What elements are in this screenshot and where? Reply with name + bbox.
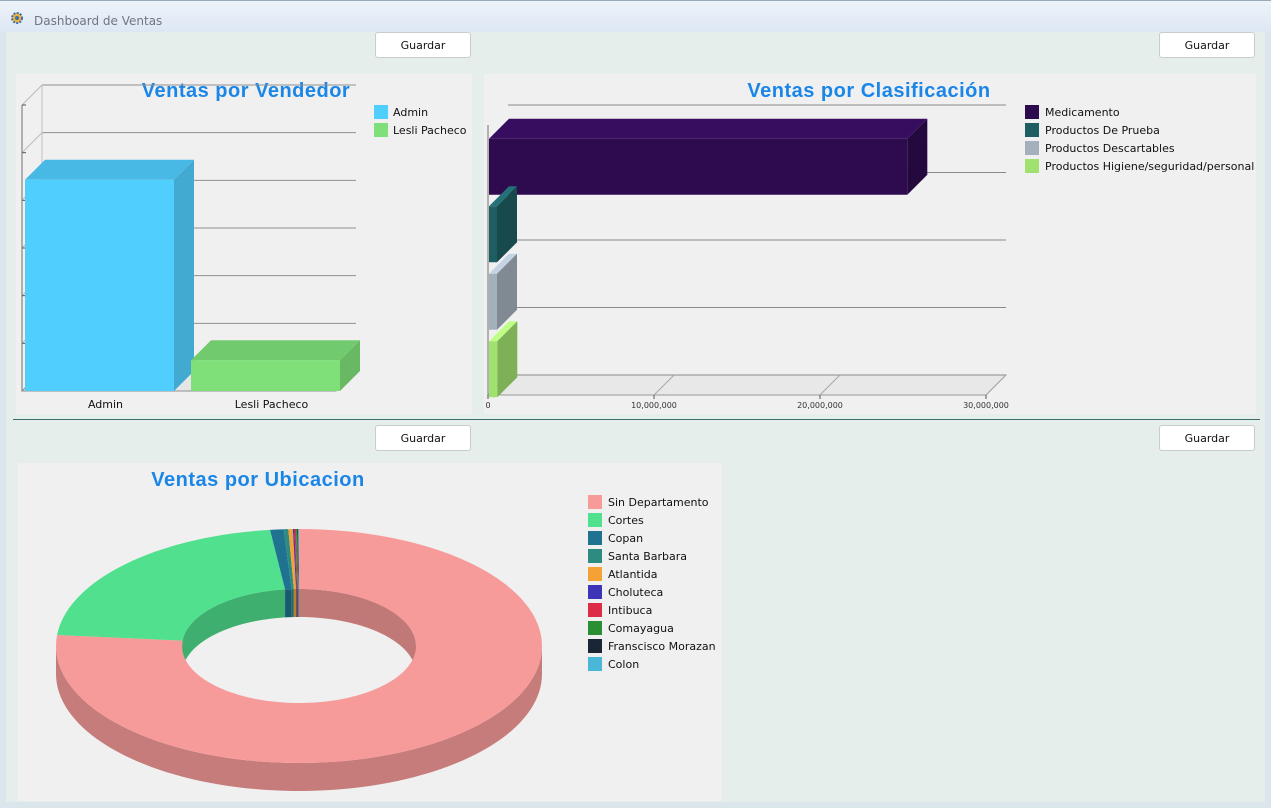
- x-tick-label: Admin: [88, 398, 123, 411]
- grid-depth-line: [985, 374, 1007, 396]
- grid-depth-line: [21, 84, 43, 106]
- legend-swatch: [588, 513, 602, 527]
- x-tick-label: Lesli Pacheco: [235, 398, 309, 411]
- save-button-ubicacion[interactable]: Guardar: [375, 425, 471, 451]
- bar-top: [25, 159, 194, 180]
- grid-depth-line: [653, 374, 675, 396]
- bar-side: [907, 118, 928, 195]
- save-button-vendedor[interactable]: Guardar: [375, 32, 471, 58]
- pie-slice: [292, 529, 297, 590]
- x-tick-label: 10,000,000: [631, 401, 677, 410]
- legend-swatch: [588, 603, 602, 617]
- legend-swatch: [588, 639, 602, 653]
- legend-swatch: [588, 495, 602, 509]
- legend-swatch: [588, 549, 602, 563]
- legend-swatch: [588, 657, 602, 671]
- pie-slice-inner-wall: [285, 589, 292, 618]
- legend-label: Copan: [608, 532, 643, 545]
- bar-side: [497, 186, 517, 263]
- legend-label: Lesli Pacheco: [393, 124, 467, 137]
- legend-label: Franscisco Morazan: [608, 640, 716, 653]
- bar: [25, 179, 174, 391]
- bar-side: [340, 340, 360, 391]
- chart-title: Ventas por Vendedor: [142, 80, 350, 102]
- legend-label: Intibuca: [608, 604, 652, 617]
- legend-label: Admin: [393, 106, 428, 119]
- pie-slice: [298, 529, 299, 590]
- chart-clasificacion: Ventas por Clasificación 0 10,000,000 20,00…: [485, 80, 1254, 410]
- bar-top: [489, 253, 517, 274]
- x-tick-label: 30,000,000: [963, 401, 1009, 410]
- pie-slice-inner-wall: [297, 589, 299, 618]
- pie-slice: [288, 529, 297, 590]
- bar-top: [489, 118, 928, 139]
- legend-label: Comayagua: [608, 622, 674, 635]
- legend-swatch: [588, 531, 602, 545]
- legend-swatch: [588, 585, 602, 599]
- bar-side: [174, 159, 194, 391]
- legend-swatch: [588, 621, 602, 635]
- window-title: Dashboard de Ventas: [34, 14, 163, 28]
- legend-label: Choluteca: [608, 586, 663, 599]
- legend-swatch: [1025, 123, 1039, 137]
- chart-vendedor: Ventas por Vendedor Admin Lesli Pacheco Adm…: [20, 80, 467, 411]
- pie-slice-inner-wall: [299, 589, 416, 674]
- bar: [489, 206, 497, 263]
- grid-depth-line: [819, 374, 841, 396]
- pie-slice-side: [56, 646, 542, 791]
- bar-top: [191, 340, 360, 361]
- chart-panel-clasificacion: Ventas por Clasificación 0 10,000,000 20,00…: [484, 74, 1256, 414]
- legend-swatch: [1025, 159, 1039, 173]
- legend-label: Atlantida: [608, 568, 658, 581]
- legend-label: Productos Descartables: [1045, 142, 1175, 155]
- legend-label: Colon: [608, 658, 639, 671]
- pie-slice: [295, 529, 299, 590]
- pie-slice: [283, 529, 294, 590]
- bar-side: [497, 321, 518, 398]
- bar: [489, 273, 497, 330]
- chart-title: Ventas por Ubicacion: [151, 469, 364, 491]
- chart-floor: [486, 374, 1008, 396]
- title-bar: Dashboard de Ventas: [0, 0, 1271, 32]
- legend-swatch: [1025, 105, 1039, 119]
- save-button-extra[interactable]: Guardar: [1159, 425, 1255, 451]
- pie-slice: [297, 529, 299, 590]
- pie-slice: [294, 529, 298, 590]
- pie-slice-inner-wall: [296, 589, 297, 618]
- bar: [489, 138, 908, 195]
- bar-top: [489, 186, 517, 207]
- pie-slice-inner-wall: [296, 589, 298, 618]
- section-divider: [13, 419, 1260, 420]
- legend-label: Productos Higiene/seguridad/personal: [1045, 160, 1254, 173]
- pie-slice: [57, 529, 286, 641]
- bar: [191, 360, 340, 391]
- bar-top: [489, 321, 518, 342]
- chart-title: Ventas por Clasificación: [747, 80, 990, 102]
- pie-slice-inner-wall: [293, 589, 297, 618]
- legend-swatch: [374, 105, 388, 119]
- pie-slice: [56, 529, 542, 763]
- chart-panel-ubicacion: Ventas por Ubicacion Sin Departamento Cort…: [18, 463, 722, 801]
- legend-label: Productos De Prueba: [1045, 124, 1160, 137]
- x-tick-label: 20,000,000: [797, 401, 843, 410]
- bar-side: [497, 253, 517, 330]
- gear-icon: [11, 12, 23, 24]
- pie-slice-inner-wall: [291, 589, 294, 618]
- legend-label: Cortes: [608, 514, 644, 527]
- legend-swatch: [374, 123, 388, 137]
- legend-label: Medicamento: [1045, 106, 1120, 119]
- legend-label: Sin Departamento: [608, 496, 709, 509]
- x-tick-label: 0: [485, 401, 490, 410]
- legend-label: Santa Barbara: [608, 550, 687, 563]
- legend-swatch: [588, 567, 602, 581]
- chart-ubicacion: Ventas por Ubicacion Sin Departamento Cort…: [56, 469, 716, 791]
- save-button-clasificacion[interactable]: Guardar: [1159, 32, 1255, 58]
- grid-depth-line: [21, 132, 43, 154]
- chart-panel-vendedor: Ventas por Vendedor Admin Lesli Pacheco Adm…: [16, 74, 472, 414]
- pie-slice: [270, 529, 292, 590]
- bar: [489, 341, 498, 398]
- legend-swatch: [1025, 141, 1039, 155]
- pie-slice-inner-wall: [182, 589, 286, 669]
